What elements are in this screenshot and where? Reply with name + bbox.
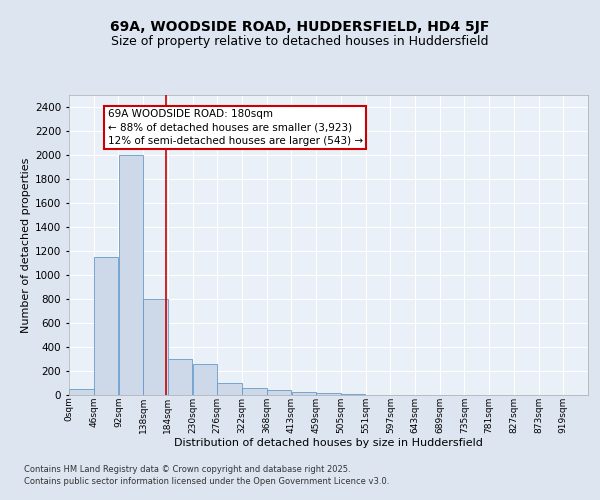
Bar bbox=[316, 393, 341, 395]
Text: 69A, WOODSIDE ROAD, HUDDERSFIELD, HD4 5JF: 69A, WOODSIDE ROAD, HUDDERSFIELD, HD4 5J… bbox=[110, 20, 490, 34]
Bar bbox=[217, 383, 242, 395]
Bar bbox=[143, 299, 168, 395]
Text: Contains public sector information licensed under the Open Government Licence v3: Contains public sector information licen… bbox=[24, 476, 389, 486]
Bar bbox=[168, 359, 193, 395]
Bar bbox=[267, 390, 291, 395]
Bar bbox=[341, 394, 365, 395]
Text: 69A WOODSIDE ROAD: 180sqm
← 88% of detached houses are smaller (3,923)
12% of se: 69A WOODSIDE ROAD: 180sqm ← 88% of detac… bbox=[107, 110, 363, 146]
Text: Contains HM Land Registry data © Crown copyright and database right 2025.: Contains HM Land Registry data © Crown c… bbox=[24, 466, 350, 474]
Bar bbox=[292, 392, 316, 395]
Text: Size of property relative to detached houses in Huddersfield: Size of property relative to detached ho… bbox=[111, 34, 489, 48]
Bar bbox=[69, 389, 94, 395]
Y-axis label: Number of detached properties: Number of detached properties bbox=[21, 158, 31, 332]
X-axis label: Distribution of detached houses by size in Huddersfield: Distribution of detached houses by size … bbox=[174, 438, 483, 448]
Bar bbox=[242, 388, 266, 395]
Bar bbox=[94, 257, 118, 395]
Bar bbox=[193, 364, 217, 395]
Bar bbox=[119, 155, 143, 395]
